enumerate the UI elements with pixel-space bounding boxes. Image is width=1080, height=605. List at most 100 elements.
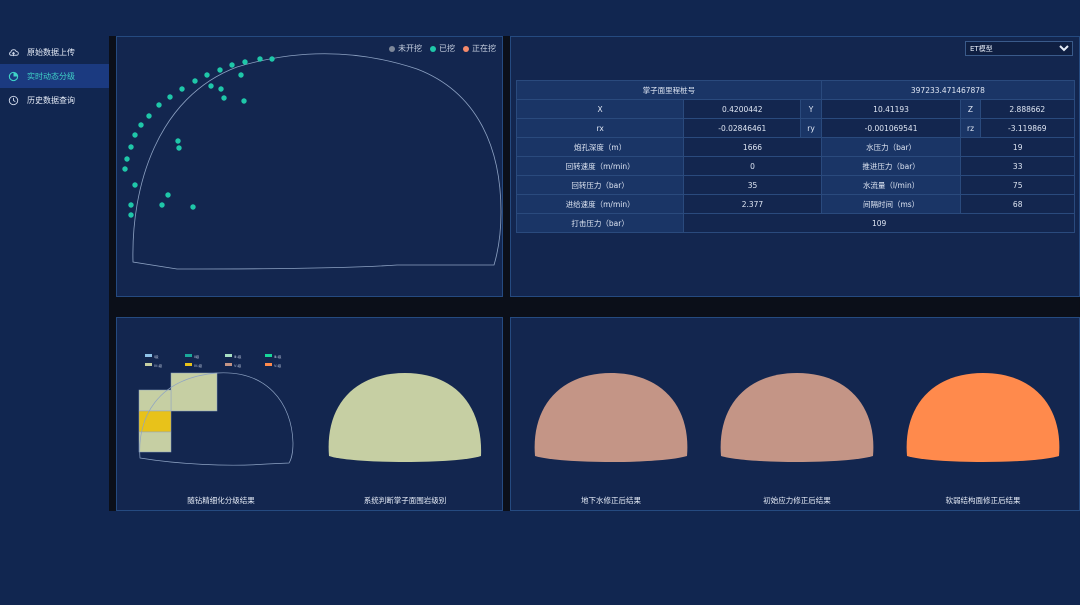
rx-value: -0.02846461 bbox=[683, 118, 802, 138]
drill-point bbox=[204, 72, 210, 78]
legend-item-excavating: 正在挖 bbox=[463, 43, 496, 54]
mini-level-legend: Ⅰ级 Ⅱ级 Ⅲ₁级 Ⅲ₂级 Ⅳ₁级 Ⅳ₂级 Ⅴ₁级 Ⅴ₂级 bbox=[145, 354, 282, 368]
sidebar-item-label: 原始数据上传 bbox=[27, 47, 75, 57]
mileage-label: 掌子面里程桩号 bbox=[516, 80, 822, 100]
clock-icon bbox=[8, 95, 19, 106]
parameters-panel: ET模型 掌子面里程桩号 397233.471467878 X 0.420044… bbox=[510, 36, 1080, 297]
mini-legend-swatch bbox=[225, 354, 232, 357]
param-value: 75 bbox=[960, 175, 1075, 195]
drill-point bbox=[167, 94, 173, 100]
fine-grading-plot: Ⅰ级 Ⅱ级 Ⅲ₁级 Ⅲ₂级 Ⅳ₁级 Ⅳ₂级 Ⅴ₁级 Ⅴ₂级 bbox=[138, 354, 482, 466]
grid-cell bbox=[138, 410, 172, 433]
grid-cell bbox=[170, 372, 218, 412]
param-label: 水压力（bar） bbox=[820, 137, 962, 157]
sidebar-item-label: 实时动态分级 bbox=[27, 71, 75, 81]
rz-label: rz bbox=[960, 118, 981, 138]
table-row: 回转压力（bar） 35 水流量（l/min） 75 bbox=[515, 175, 1075, 195]
y-label: Y bbox=[800, 99, 822, 119]
drill-point bbox=[159, 202, 165, 208]
drill-point bbox=[132, 182, 138, 188]
mini-legend-swatch bbox=[185, 354, 192, 357]
table-row: X 0.4200442 Y 10.41193 Z 2.888662 bbox=[515, 99, 1076, 119]
param-value: 19 bbox=[960, 137, 1075, 157]
param-value: 33 bbox=[960, 156, 1075, 176]
param-label: 间隔时间（ms） bbox=[820, 194, 962, 214]
mini-legend-swatch bbox=[145, 354, 152, 357]
drill-point bbox=[128, 212, 134, 218]
sidebar-item-upload[interactable]: 原始数据上传 bbox=[0, 40, 109, 64]
legend-item-unexcavated: 未开挖 bbox=[389, 43, 422, 54]
drill-point bbox=[229, 62, 235, 68]
param-value: 0 bbox=[683, 156, 822, 176]
param-value: 35 bbox=[683, 175, 822, 195]
param-label: 水流量（l/min） bbox=[820, 175, 962, 195]
param-label: 回转速度（m/min） bbox=[515, 156, 685, 176]
mini-legend-swatch bbox=[225, 363, 232, 366]
drill-points bbox=[122, 56, 275, 218]
table-row: rx -0.02846461 ry -0.001069541 rz -3.119… bbox=[515, 118, 1076, 138]
system-result-caption: 系统判断掌子面围岩级别 bbox=[363, 496, 447, 505]
table-row: 打击压力（bar） 109 bbox=[515, 213, 1075, 233]
pie-chart-icon bbox=[8, 71, 19, 82]
main-area: 未开挖 已挖 正在挖 ET模型 掌子面里程桩号 397233.471467878… bbox=[109, 36, 1080, 511]
page-footer-area bbox=[109, 511, 1080, 605]
rx-label: rx bbox=[515, 118, 685, 138]
ry-label: ry bbox=[800, 118, 822, 138]
fine-grading-caption: 随钻精细化分级结果 bbox=[187, 496, 255, 505]
grid-cell bbox=[138, 389, 172, 412]
drill-point bbox=[238, 72, 244, 78]
y-value: 10.41193 bbox=[820, 99, 962, 119]
param-value: 68 bbox=[960, 194, 1075, 214]
rz-value: -3.119869 bbox=[979, 118, 1076, 138]
drill-point bbox=[175, 138, 181, 144]
mini-legend-label: Ⅴ₁级 bbox=[234, 363, 242, 368]
mini-legend-label: Ⅳ₁级 bbox=[154, 363, 163, 368]
drill-point bbox=[269, 56, 275, 62]
mini-legend-label: Ⅲ₁级 bbox=[234, 354, 242, 359]
sidebar-item-history[interactable]: 历史数据查询 bbox=[0, 88, 109, 112]
corrected-results-panel: 地下水修正后结果 初始应力修正后结果 软弱结构面修正后结果 bbox=[510, 317, 1080, 511]
param-label: 打击压力（bar） bbox=[515, 213, 685, 233]
stress-caption: 初始应力修正后结果 bbox=[763, 496, 831, 505]
z-label: Z bbox=[960, 99, 981, 119]
legend-item-excavated: 已挖 bbox=[430, 43, 455, 54]
drill-point bbox=[257, 56, 263, 62]
drill-point bbox=[221, 95, 227, 101]
mini-legend-swatch bbox=[145, 363, 152, 366]
legend-swatch bbox=[463, 45, 469, 52]
param-value: 1666 bbox=[683, 137, 822, 157]
groundwater-caption: 地下水修正后结果 bbox=[581, 496, 641, 505]
top-bar bbox=[0, 0, 1080, 37]
mileage-value: 397233.471467878 bbox=[820, 80, 1076, 100]
tunnel-profile-plot bbox=[122, 53, 502, 270]
drill-point bbox=[132, 132, 138, 138]
z-value: 2.888662 bbox=[979, 99, 1076, 119]
stress-result-shape bbox=[720, 373, 874, 462]
table-row: 进给速度（m/min） 2.377 间隔时间（ms） 68 bbox=[515, 194, 1075, 214]
drill-point bbox=[176, 145, 182, 151]
param-label: 炮孔深度（m） bbox=[515, 137, 685, 157]
drill-point bbox=[138, 122, 144, 128]
drill-point bbox=[241, 98, 247, 104]
model-select[interactable]: ET模型 bbox=[965, 41, 1073, 56]
sidebar: 原始数据上传 实时动态分级 历史数据查询 bbox=[0, 36, 109, 605]
param-value: 109 bbox=[683, 213, 1075, 233]
grid-cell bbox=[138, 431, 172, 453]
structure-caption: 软弱结构面修正后结果 bbox=[945, 496, 1021, 505]
legend-swatch bbox=[430, 45, 436, 52]
table-row: 回转速度（m/min） 0 推进压力（bar） 33 bbox=[515, 156, 1075, 176]
mini-legend-swatch bbox=[265, 363, 272, 366]
groundwater-result-shape bbox=[534, 373, 688, 462]
parameters-table: 掌子面里程桩号 397233.471467878 X 0.4200442 Y 1… bbox=[515, 80, 1076, 233]
x-label: X bbox=[515, 99, 685, 119]
drill-point bbox=[242, 59, 248, 65]
sidebar-item-realtime[interactable]: 实时动态分级 bbox=[0, 64, 109, 88]
sidebar-item-label: 历史数据查询 bbox=[27, 95, 75, 105]
drill-point bbox=[128, 144, 134, 150]
table-row: 掌子面里程桩号 397233.471467878 bbox=[516, 80, 1076, 100]
drill-point bbox=[165, 192, 171, 198]
fine-grading-panel: Ⅰ级 Ⅱ级 Ⅲ₁级 Ⅲ₂级 Ⅳ₁级 Ⅳ₂级 Ⅴ₁级 Ⅴ₂级 随钻精细化分级结果 系统判断掌子面… bbox=[116, 317, 503, 511]
drill-point bbox=[208, 83, 214, 89]
mini-legend-label: Ⅴ₂级 bbox=[274, 363, 282, 368]
drill-point bbox=[218, 86, 224, 92]
